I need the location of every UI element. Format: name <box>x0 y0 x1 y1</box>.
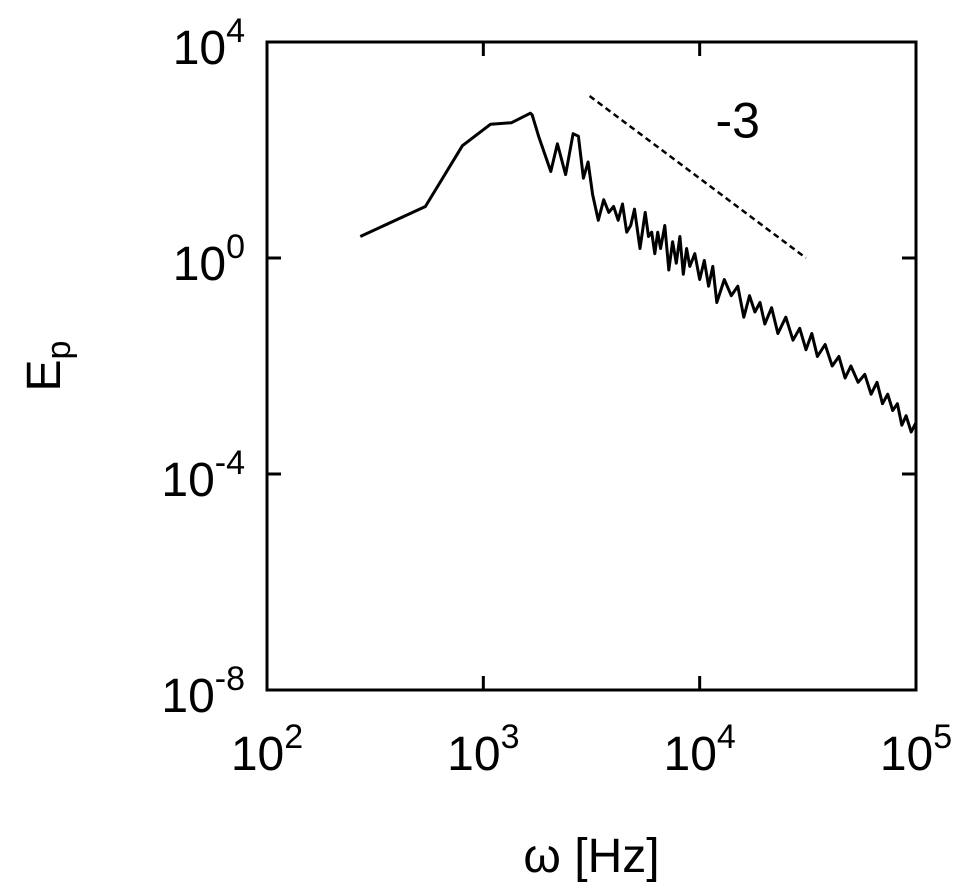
y-tick-label: 104 <box>173 12 245 75</box>
slope-annotation: -3 <box>716 93 760 149</box>
x-axis-label: ω [Hz] <box>523 830 659 883</box>
plot-area-frame <box>265 40 918 692</box>
x-tick-label: 102 <box>231 718 303 781</box>
spectrum-series-line <box>359 111 918 434</box>
series-layer <box>359 94 918 434</box>
ticks-layer <box>265 40 918 692</box>
y-tick-label: 10-4 <box>161 444 245 507</box>
y-axis-label-subscript: p <box>40 341 78 360</box>
x-tick-label: 103 <box>447 718 519 781</box>
tick-labels-layer: 102 103 104 105 104 100 10-4 10-8 <box>161 12 952 781</box>
y-axis-label-base: E <box>18 359 71 391</box>
y-tick-label: 10-8 <box>161 660 245 723</box>
x-tick-label: 104 <box>664 718 736 781</box>
y-tick-label: 100 <box>173 228 245 291</box>
y-axis-label: Ep <box>18 341 78 392</box>
x-tick-label: 105 <box>880 718 952 781</box>
slope-reference-line <box>588 94 807 260</box>
